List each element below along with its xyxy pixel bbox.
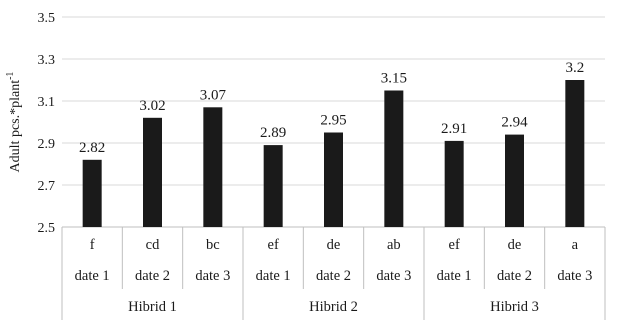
y-axis-title-superscript: -1 bbox=[5, 72, 16, 80]
data-labels: 2.82 3.02 3.07 2.89 2.95 3.15 2.91 2.94 3.2 bbox=[79, 60, 584, 156]
significance-letter: cd bbox=[146, 237, 160, 253]
significance-letter: de bbox=[327, 237, 341, 253]
bar bbox=[384, 90, 404, 227]
significance-letter: ef bbox=[268, 237, 279, 253]
data-label: 2.91 bbox=[441, 121, 467, 137]
significance-letter: ef bbox=[449, 237, 460, 253]
y-tick-label: 3.3 bbox=[38, 53, 56, 68]
date-label: date 3 bbox=[557, 268, 592, 284]
y-tick-label: 2.5 bbox=[38, 221, 56, 236]
date-label: date 1 bbox=[256, 268, 291, 284]
y-axis-title: Adult pcs.*plant-1 bbox=[5, 72, 23, 173]
date-label: date 3 bbox=[195, 268, 230, 284]
group-label: Hibrid 2 bbox=[309, 299, 358, 315]
data-label: 2.95 bbox=[320, 113, 346, 129]
significance-letter: de bbox=[508, 237, 522, 253]
data-label: 3.07 bbox=[200, 87, 227, 103]
bar bbox=[444, 140, 464, 227]
date-label: date 2 bbox=[316, 268, 351, 284]
bar bbox=[143, 117, 162, 227]
y-tick-label: 2.9 bbox=[38, 137, 56, 152]
data-label: 3.02 bbox=[139, 98, 165, 114]
y-tick-label: 2.7 bbox=[38, 179, 56, 194]
bar bbox=[565, 80, 585, 227]
data-label: 2.89 bbox=[260, 125, 286, 141]
significance-letter: bc bbox=[206, 237, 220, 253]
significance-letter: ab bbox=[387, 237, 401, 253]
data-label: 2.94 bbox=[501, 115, 528, 131]
bars bbox=[82, 80, 585, 227]
y-axis-ticks: 2.5 2.7 2.9 3.1 3.3 3.5 bbox=[38, 11, 56, 236]
bar bbox=[203, 107, 223, 227]
data-label: 3.15 bbox=[381, 71, 407, 87]
bar bbox=[263, 145, 283, 227]
data-label: 3.2 bbox=[565, 60, 584, 76]
significance-letter: f bbox=[90, 237, 95, 253]
y-tick-label: 3.1 bbox=[38, 95, 56, 110]
bar bbox=[324, 132, 343, 227]
significance-letter: a bbox=[572, 237, 579, 253]
date-label: date 2 bbox=[135, 268, 170, 284]
y-tick-label: 3.5 bbox=[38, 11, 56, 26]
date-label: date 2 bbox=[497, 268, 532, 284]
category-axis: f date 1 cd date 2 bc date 3 ef date 1 de date 2 a… bbox=[61, 227, 606, 320]
y-axis-title-text: Adult pcs.*plant bbox=[8, 80, 23, 173]
bar bbox=[82, 159, 102, 227]
group-label: Hibrid 1 bbox=[128, 299, 177, 315]
group-label: Hibrid 3 bbox=[490, 299, 539, 315]
date-label: date 1 bbox=[437, 268, 472, 284]
data-label: 2.82 bbox=[79, 140, 105, 156]
bar bbox=[505, 134, 524, 227]
date-label: date 3 bbox=[376, 268, 411, 284]
date-label: date 1 bbox=[75, 268, 110, 284]
